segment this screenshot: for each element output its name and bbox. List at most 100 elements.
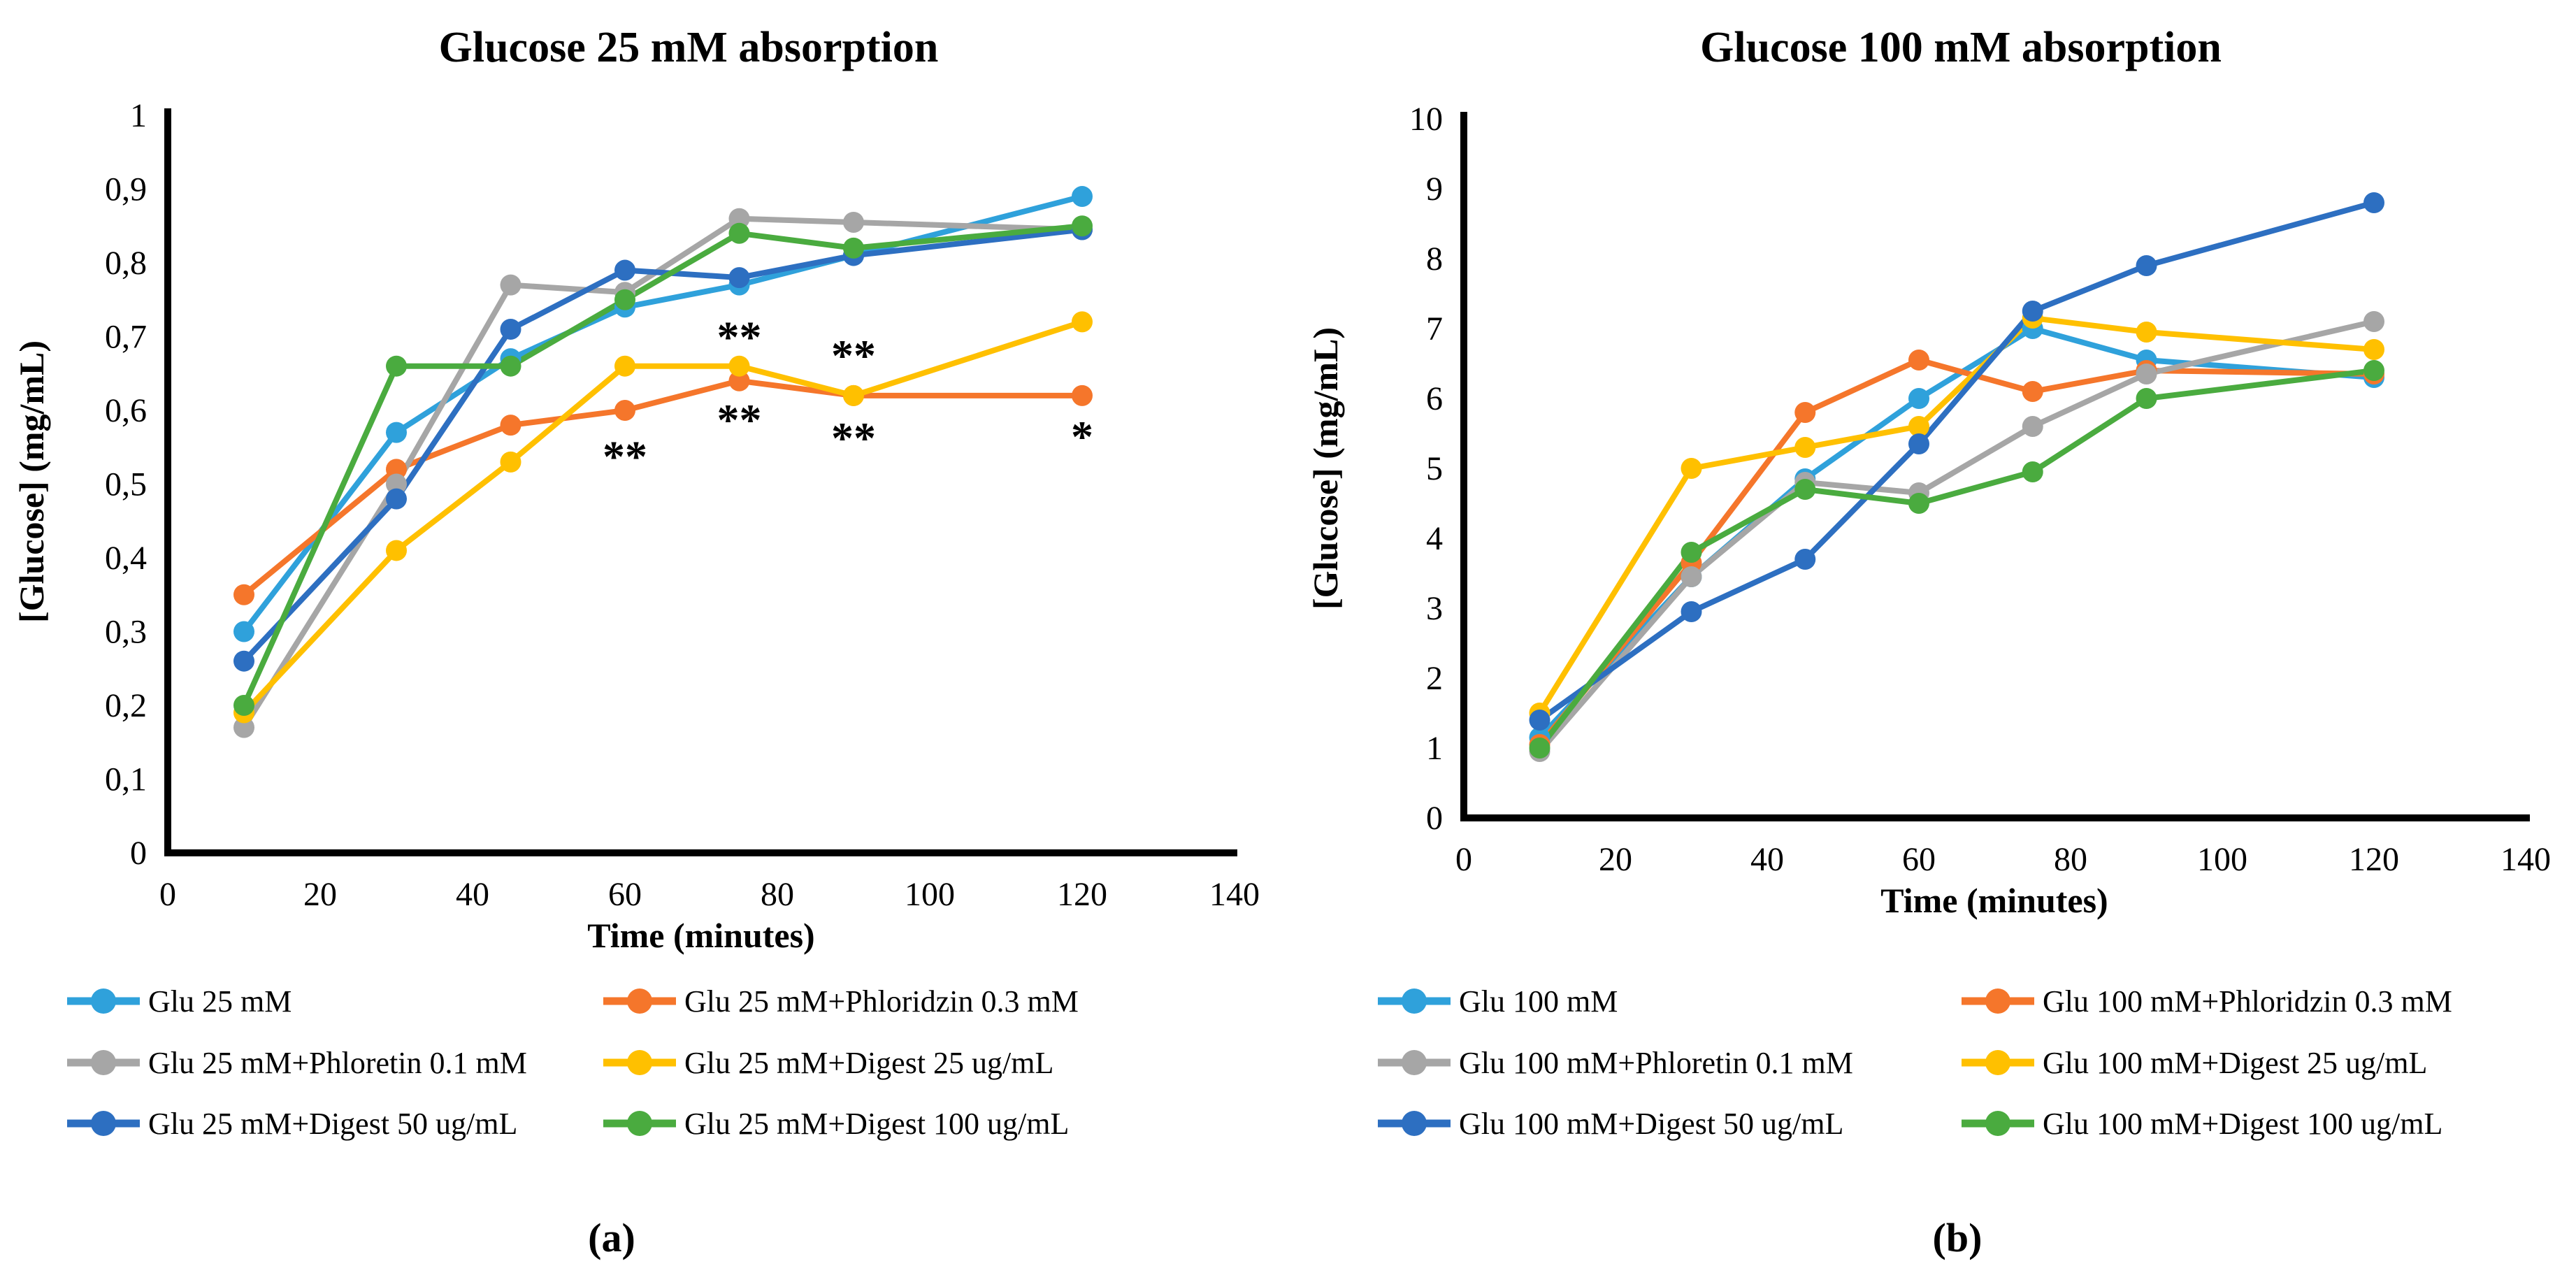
legend-label: Glu 100 mM+Digest 25 ug/mL	[2043, 1046, 2427, 1080]
data-point	[233, 621, 254, 642]
legend-marker-icon	[91, 988, 116, 1014]
data-point	[1681, 542, 1702, 563]
series-line	[241, 194, 1085, 635]
y-tick-label: 0,3	[105, 614, 147, 651]
legend-label: Glu 25 mM+Digest 50 ug/mL	[148, 1107, 517, 1141]
legend-label: Glu 25 mM+Phloridzin 0.3 mM	[684, 984, 1079, 1019]
data-point	[386, 540, 407, 561]
y-tick-label: 0,5	[105, 466, 147, 503]
chart-a-title: Glucose 25 mM absorption	[439, 24, 939, 71]
data-point	[1072, 384, 1093, 406]
y-tick-label: 0,1	[105, 761, 147, 798]
data-point	[386, 355, 407, 377]
y-tick-label: 6	[1426, 380, 1443, 417]
y-tick-label: 9	[1426, 171, 1443, 208]
legend-label: Glu 100 mM+Phloridzin 0.3 mM	[2043, 984, 2452, 1019]
data-point	[386, 473, 407, 495]
legend-item: Glu 100 mM+Digest 25 ug/mL	[1962, 1046, 2427, 1080]
legend-label: Glu 25 mM+Digest 25 ug/mL	[684, 1046, 1053, 1080]
x-tick-label: 20	[1599, 841, 1632, 878]
data-point	[843, 211, 864, 233]
legend-marker-icon	[627, 1111, 652, 1136]
x-tick-label: 20	[303, 876, 337, 913]
x-tick-label: 60	[608, 876, 642, 913]
chart-a-plot-area: 0 0,1 0,2 0,3 0,4 0,5 0,6 0,7 0,8 0,9 1 0 20 40 60 80 10…	[105, 97, 1260, 913]
data-point	[386, 488, 407, 510]
data-point	[2136, 322, 2157, 343]
y-tick-label: 3	[1426, 590, 1443, 627]
legend-marker-icon	[91, 1111, 116, 1136]
legend-label: Glu 100 mM	[1459, 984, 1618, 1019]
data-point	[1529, 710, 1550, 731]
data-point	[614, 400, 635, 421]
data-point	[1908, 493, 1929, 514]
legend-label: Glu 25 mM+Digest 100 ug/mL	[684, 1107, 1069, 1141]
data-point	[728, 208, 750, 229]
legend-item: Glu 25 mM+Digest 50 ug/mL	[67, 1107, 517, 1141]
legend-marker-icon	[91, 1050, 116, 1075]
data-point	[1681, 566, 1702, 587]
legend-item: Glu 100 mM+Phloretin 0.1 mM	[1378, 1046, 1853, 1080]
data-point	[386, 459, 407, 480]
legend-label: Glu 25 mM+Phloretin 0.1 mM	[148, 1046, 527, 1080]
data-point	[500, 355, 521, 377]
x-tick-label: 140	[2501, 841, 2551, 878]
x-tick-label: 140	[1209, 876, 1260, 913]
legend-item: Glu 25 mM+Phloridzin 0.3 mM	[603, 984, 1079, 1019]
data-point	[233, 695, 254, 716]
x-tick-label: 40	[456, 876, 489, 913]
data-point	[2022, 461, 2043, 482]
series-line	[1537, 200, 2377, 723]
series-line	[241, 227, 1085, 664]
legend-marker-icon	[1402, 988, 1427, 1014]
significance-marker: *	[1071, 412, 1093, 461]
y-tick-label: 8	[1426, 240, 1443, 278]
data-point	[1908, 388, 1929, 409]
x-tick-label: 100	[905, 876, 955, 913]
chart-a-y-axis-label: [Glucose] (mg/mL)	[12, 340, 51, 623]
data-point	[1072, 311, 1093, 333]
data-point	[386, 422, 407, 443]
series-line	[241, 378, 1085, 598]
data-point	[843, 237, 864, 259]
significance-marker: **	[831, 413, 876, 463]
legend-label: Glu 100 mM+Digest 50 ug/mL	[1459, 1107, 1843, 1141]
caption-b: (b)	[1933, 1215, 1983, 1260]
legend-item: Glu 25 mM+Digest 100 ug/mL	[603, 1107, 1069, 1141]
y-tick-label: 10	[1409, 101, 1443, 138]
x-tick-label: 120	[2349, 841, 2399, 878]
data-point	[614, 259, 635, 281]
data-point	[843, 384, 864, 406]
legend-label: Glu 100 mM+Digest 100 ug/mL	[2043, 1107, 2442, 1141]
y-tick-label: 7	[1426, 310, 1443, 347]
data-point	[1681, 601, 1702, 622]
y-tick-label: 2	[1426, 660, 1443, 697]
data-point	[614, 355, 635, 377]
significance-marker: **	[603, 432, 647, 482]
x-tick-label: 0	[1455, 841, 1472, 878]
data-point	[2363, 339, 2384, 360]
y-tick-label: 5	[1426, 450, 1443, 487]
chart-a-panel: Glucose 25 mM absorption [Glucose] (mg/m…	[12, 24, 1260, 1141]
data-point	[1908, 350, 1929, 371]
legend-label: Glu 100 mM+Phloretin 0.1 mM	[1459, 1046, 1853, 1080]
y-tick-label: 0,9	[105, 171, 147, 208]
data-point	[500, 415, 521, 436]
data-point	[1794, 402, 1816, 423]
data-point	[614, 289, 635, 310]
significance-marker: **	[717, 312, 762, 362]
legend-label: Glu 25 mM	[148, 984, 292, 1019]
legend-marker-icon	[1985, 988, 2010, 1014]
x-tick-label: 40	[1750, 841, 1784, 878]
series-line	[1537, 357, 2377, 747]
chart-b-x-axis-label: Time (minutes)	[1880, 881, 2108, 920]
chart-a-x-axis-label: Time (minutes)	[587, 916, 814, 955]
data-point	[1072, 215, 1093, 237]
caption-a: (a)	[588, 1215, 635, 1260]
y-tick-label: 4	[1426, 520, 1443, 557]
legend-item: Glu 100 mM+Digest 100 ug/mL	[1962, 1107, 2442, 1141]
data-point	[1794, 479, 1816, 500]
y-tick-label: 1	[1426, 730, 1443, 767]
data-point	[728, 267, 750, 289]
